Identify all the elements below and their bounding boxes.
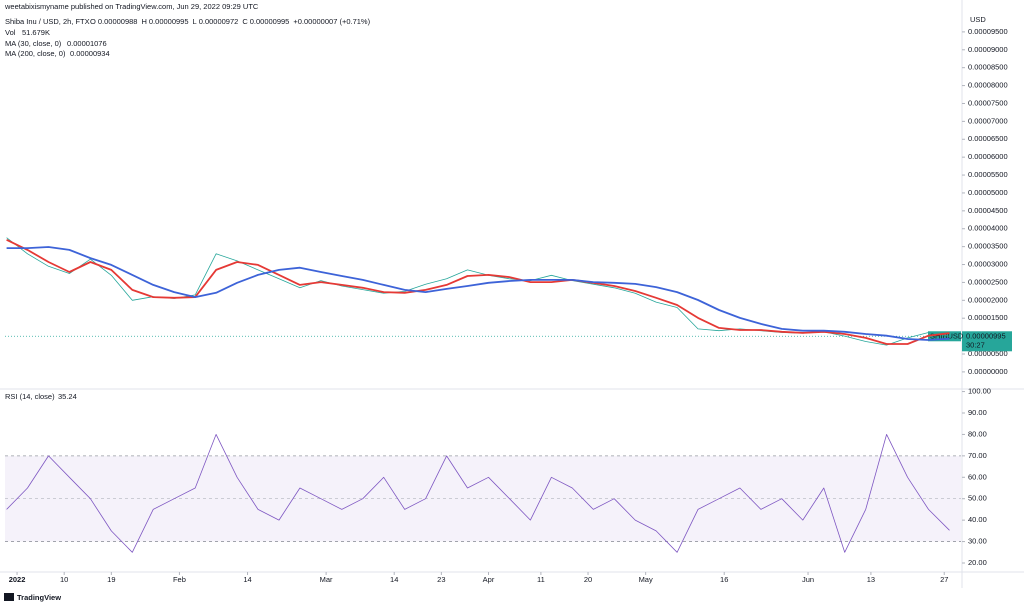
y-tick-label: 0.00000500 [968,349,1008,358]
x-tick-label: 11 [537,575,545,584]
y-tick-label: 0.00005500 [968,170,1008,179]
y-tick-label: 20.00 [968,558,987,567]
y-axis-label: USD [970,15,986,24]
x-tick-label: 14 [243,575,251,584]
x-tick-label: 19 [107,575,115,584]
last-price-tag [962,331,1012,352]
ohlc-legend: O 0.00000988 H 0.00000995 L 0.00000972 C 0.0000… [90,17,289,26]
y-tick-label: 0.00007000 [968,116,1008,125]
y-tick-label: 0.00003000 [968,260,1008,269]
y-tick-label: 0.00009000 [968,45,1008,54]
y-tick-label: 0.00005000 [968,188,1008,197]
ma200-legend: MA (200, close, 0) [5,49,66,58]
x-tick-label: Mar [320,575,333,584]
y-tick-label: 90.00 [968,408,987,417]
volume-value: 51.679K [22,28,50,37]
volume-label: Vol [5,28,16,37]
x-tick-label: 16 [720,575,728,584]
x-tick-label: 2022 [9,575,26,584]
y-tick-label: 0.00001500 [968,313,1008,322]
y-tick-label: 30.00 [968,537,987,546]
series-line [6,238,950,345]
x-tick-label: Jun [802,575,814,584]
ohlc-value: 0.00000988 [98,17,138,26]
y-tick-label: 0.00002500 [968,277,1008,286]
symbol: Shiba Inu / USD, 2h, FTX [5,17,90,26]
ohlc-key: H [141,17,146,26]
change: +0.00000007 (+0.71%) [293,17,370,26]
y-tick-label: 40.00 [968,515,987,524]
ohlc-key: O [90,17,96,26]
ohlc-value: 0.00000972 [199,17,239,26]
y-tick-label: 0.00000000 [968,367,1008,376]
rsi-value: 35.24 [58,392,77,401]
y-tick-label: 60.00 [968,472,987,481]
rsi-legend: RSI (14, close) [5,392,55,401]
y-tick-label: 70.00 [968,451,987,460]
y-tick-label: 0.00007500 [968,98,1008,107]
ohlc-key: L [193,17,197,26]
y-tick-label: 0.00006500 [968,134,1008,143]
ohlc-value: 0.00000995 [250,17,290,26]
y-tick-label: 0.00004500 [968,206,1008,215]
series-line [6,434,950,553]
countdown: 30:27 [966,340,985,349]
rsi-band [5,455,961,542]
x-tick-label: 20 [584,575,592,584]
y-tick-label: 50.00 [968,494,987,503]
last-price-label: 0.00000995 [966,331,1006,340]
symbol-tag [928,331,961,342]
ma200-value: 0.00000934 [70,49,110,58]
footer: TradingView [17,593,61,602]
x-tick-label: 23 [437,575,445,584]
x-tick-label: Apr [483,575,495,584]
x-tick-label: 10 [60,575,68,584]
ma30-legend: MA (30, close, 0) [5,39,62,48]
x-tick-label: 13 [867,575,875,584]
y-tick-label: 0.00004000 [968,224,1008,233]
y-tick-label: 0.00008000 [968,81,1008,90]
logo [4,593,14,601]
ma30-value: 0.00001076 [67,39,107,48]
y-tick-label: 0.00006000 [968,152,1008,161]
y-tick-label: 0.00009500 [968,27,1008,36]
series-line [6,246,950,341]
x-tick-label: 14 [390,575,398,584]
x-tick-label: 27 [940,575,948,584]
x-tick-label: Feb [173,575,186,584]
y-tick-label: 100.00 [968,387,991,396]
ohlc-key: C [242,17,248,26]
ohlc-value: 0.00000995 [149,17,189,26]
published: weetabixismyname published on TradingVie… [4,2,259,11]
y-tick-label: 0.00008500 [968,63,1008,72]
y-tick-label: 0.00002000 [968,295,1008,304]
y-tick-label: 0.00003500 [968,242,1008,251]
y-tick-label: 80.00 [968,429,987,438]
x-tick-label: May [639,575,653,584]
